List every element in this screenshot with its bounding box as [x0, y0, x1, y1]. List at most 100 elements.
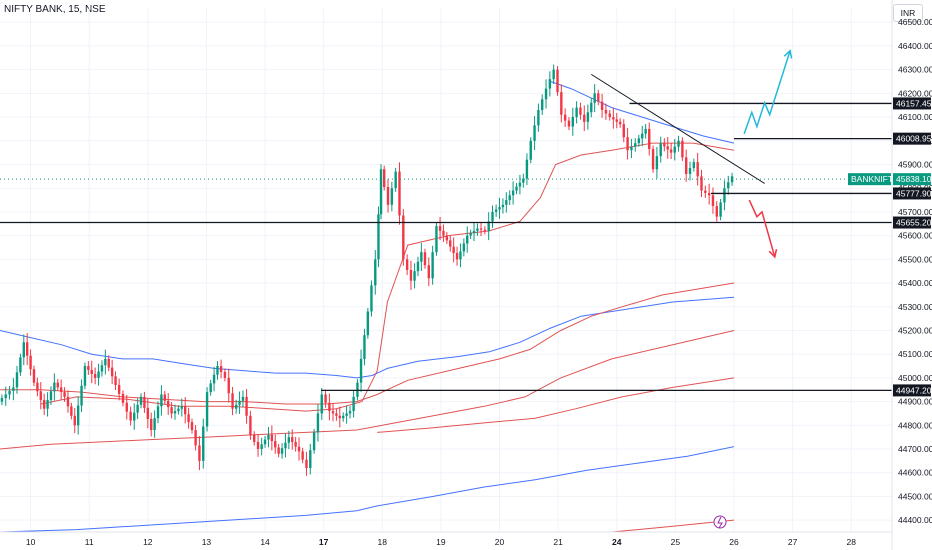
y-tick-label: 44500.00	[898, 491, 932, 501]
candle-body	[139, 396, 143, 405]
arrow-up-path	[743, 50, 791, 134]
x-tick-label: 17	[319, 537, 329, 547]
price-series	[0, 64, 734, 476]
candle-body	[715, 205, 718, 217]
candle-body	[352, 396, 355, 412]
candle-body	[284, 442, 287, 449]
candle-body	[87, 366, 90, 370]
candle-body	[459, 251, 462, 260]
candle-body	[114, 376, 117, 385]
candle-body	[238, 400, 241, 405]
y-tick-label: 46500.00	[898, 17, 932, 27]
candle-body	[626, 137, 629, 151]
candle-body	[663, 143, 666, 147]
candle-body	[316, 413, 320, 433]
candle-body	[66, 396, 70, 407]
candle-body	[53, 382, 56, 392]
candle-body	[163, 394, 167, 401]
candle-body	[227, 377, 230, 394]
candle-body	[320, 394, 323, 414]
candle-body	[173, 411, 177, 414]
lightning-icon-bolt	[717, 516, 723, 529]
candle-body	[8, 390, 11, 395]
candle-body	[15, 372, 19, 388]
candle-body	[692, 162, 696, 169]
candle-body	[452, 246, 455, 254]
candle-body	[405, 259, 409, 270]
candle-body	[390, 188, 394, 205]
x-tick-label: 11	[85, 537, 94, 547]
candle-body	[707, 192, 711, 196]
candle-body	[491, 211, 494, 222]
candle-body	[180, 406, 183, 409]
candle-body	[597, 93, 600, 102]
candle-body	[402, 215, 405, 260]
candle-body	[612, 117, 615, 120]
level-price-label: 44947.20	[896, 385, 932, 395]
candle-body	[234, 404, 238, 409]
candle-body	[335, 413, 338, 416]
candle-body	[253, 434, 256, 442]
y-tick-label: 44900.00	[898, 397, 932, 407]
candle-body	[363, 335, 366, 359]
x-tick-label: 28	[846, 537, 856, 547]
candle-body	[379, 169, 383, 215]
candle-body	[291, 437, 294, 442]
indicator-line	[611, 519, 735, 533]
candle-body	[677, 140, 680, 147]
candle-body	[153, 418, 156, 431]
x-tick-label: 21	[553, 537, 563, 547]
y-tick-label: 44600.00	[898, 468, 932, 478]
candle-body	[70, 406, 73, 416]
current-price-tag	[893, 173, 931, 186]
candle-body	[655, 156, 659, 170]
candle-body	[723, 188, 726, 203]
y-tick-label: 45000.00	[898, 373, 932, 383]
candle-body	[548, 79, 552, 89]
candle-body	[501, 204, 505, 208]
candle-body	[409, 270, 413, 281]
candle-body	[100, 365, 104, 372]
candle-body	[556, 69, 559, 93]
candle-body	[249, 415, 252, 435]
candle-body	[498, 207, 501, 210]
candle-body	[518, 182, 522, 187]
candle-body	[133, 412, 136, 421]
candle-body	[487, 221, 490, 231]
candle-body	[618, 121, 622, 125]
indicator-line	[40, 142, 735, 412]
indicator-line	[0, 330, 735, 450]
candle-body	[4, 394, 7, 399]
level-price-tag	[893, 384, 931, 397]
candle-body	[170, 407, 173, 414]
candle-body	[508, 195, 511, 201]
lightning-icon-circle	[713, 515, 727, 529]
candle-body	[644, 128, 647, 134]
x-tick-label: 27	[788, 537, 798, 547]
candle-body	[413, 271, 416, 281]
candle-body	[121, 393, 125, 403]
candle-body	[567, 120, 571, 127]
candle-body	[216, 366, 219, 375]
candle-body	[187, 414, 190, 423]
candle-body	[666, 146, 669, 150]
candle-body	[324, 394, 327, 403]
candle-body	[19, 357, 22, 373]
level-price-tag	[893, 132, 931, 145]
candle-body	[93, 373, 97, 378]
indicator-line	[550, 81, 735, 144]
candle-body	[39, 391, 42, 401]
y-tick-label: 44400.00	[898, 515, 932, 525]
currency-selector[interactable]: INR	[893, 4, 923, 22]
candle-body	[727, 182, 730, 189]
candle-body	[659, 143, 662, 157]
drawing-tools[interactable]	[0, 49, 892, 529]
candle-body	[46, 400, 49, 409]
candle-body	[445, 235, 449, 241]
candle-body	[167, 400, 170, 408]
candle-body	[312, 432, 316, 451]
candle-body	[0, 398, 4, 402]
time-axis: 10 11 12 13 14 17 18 19 20 21 24 25 26 27 28	[0, 531, 892, 547]
x-tick-label: 12	[143, 537, 153, 547]
